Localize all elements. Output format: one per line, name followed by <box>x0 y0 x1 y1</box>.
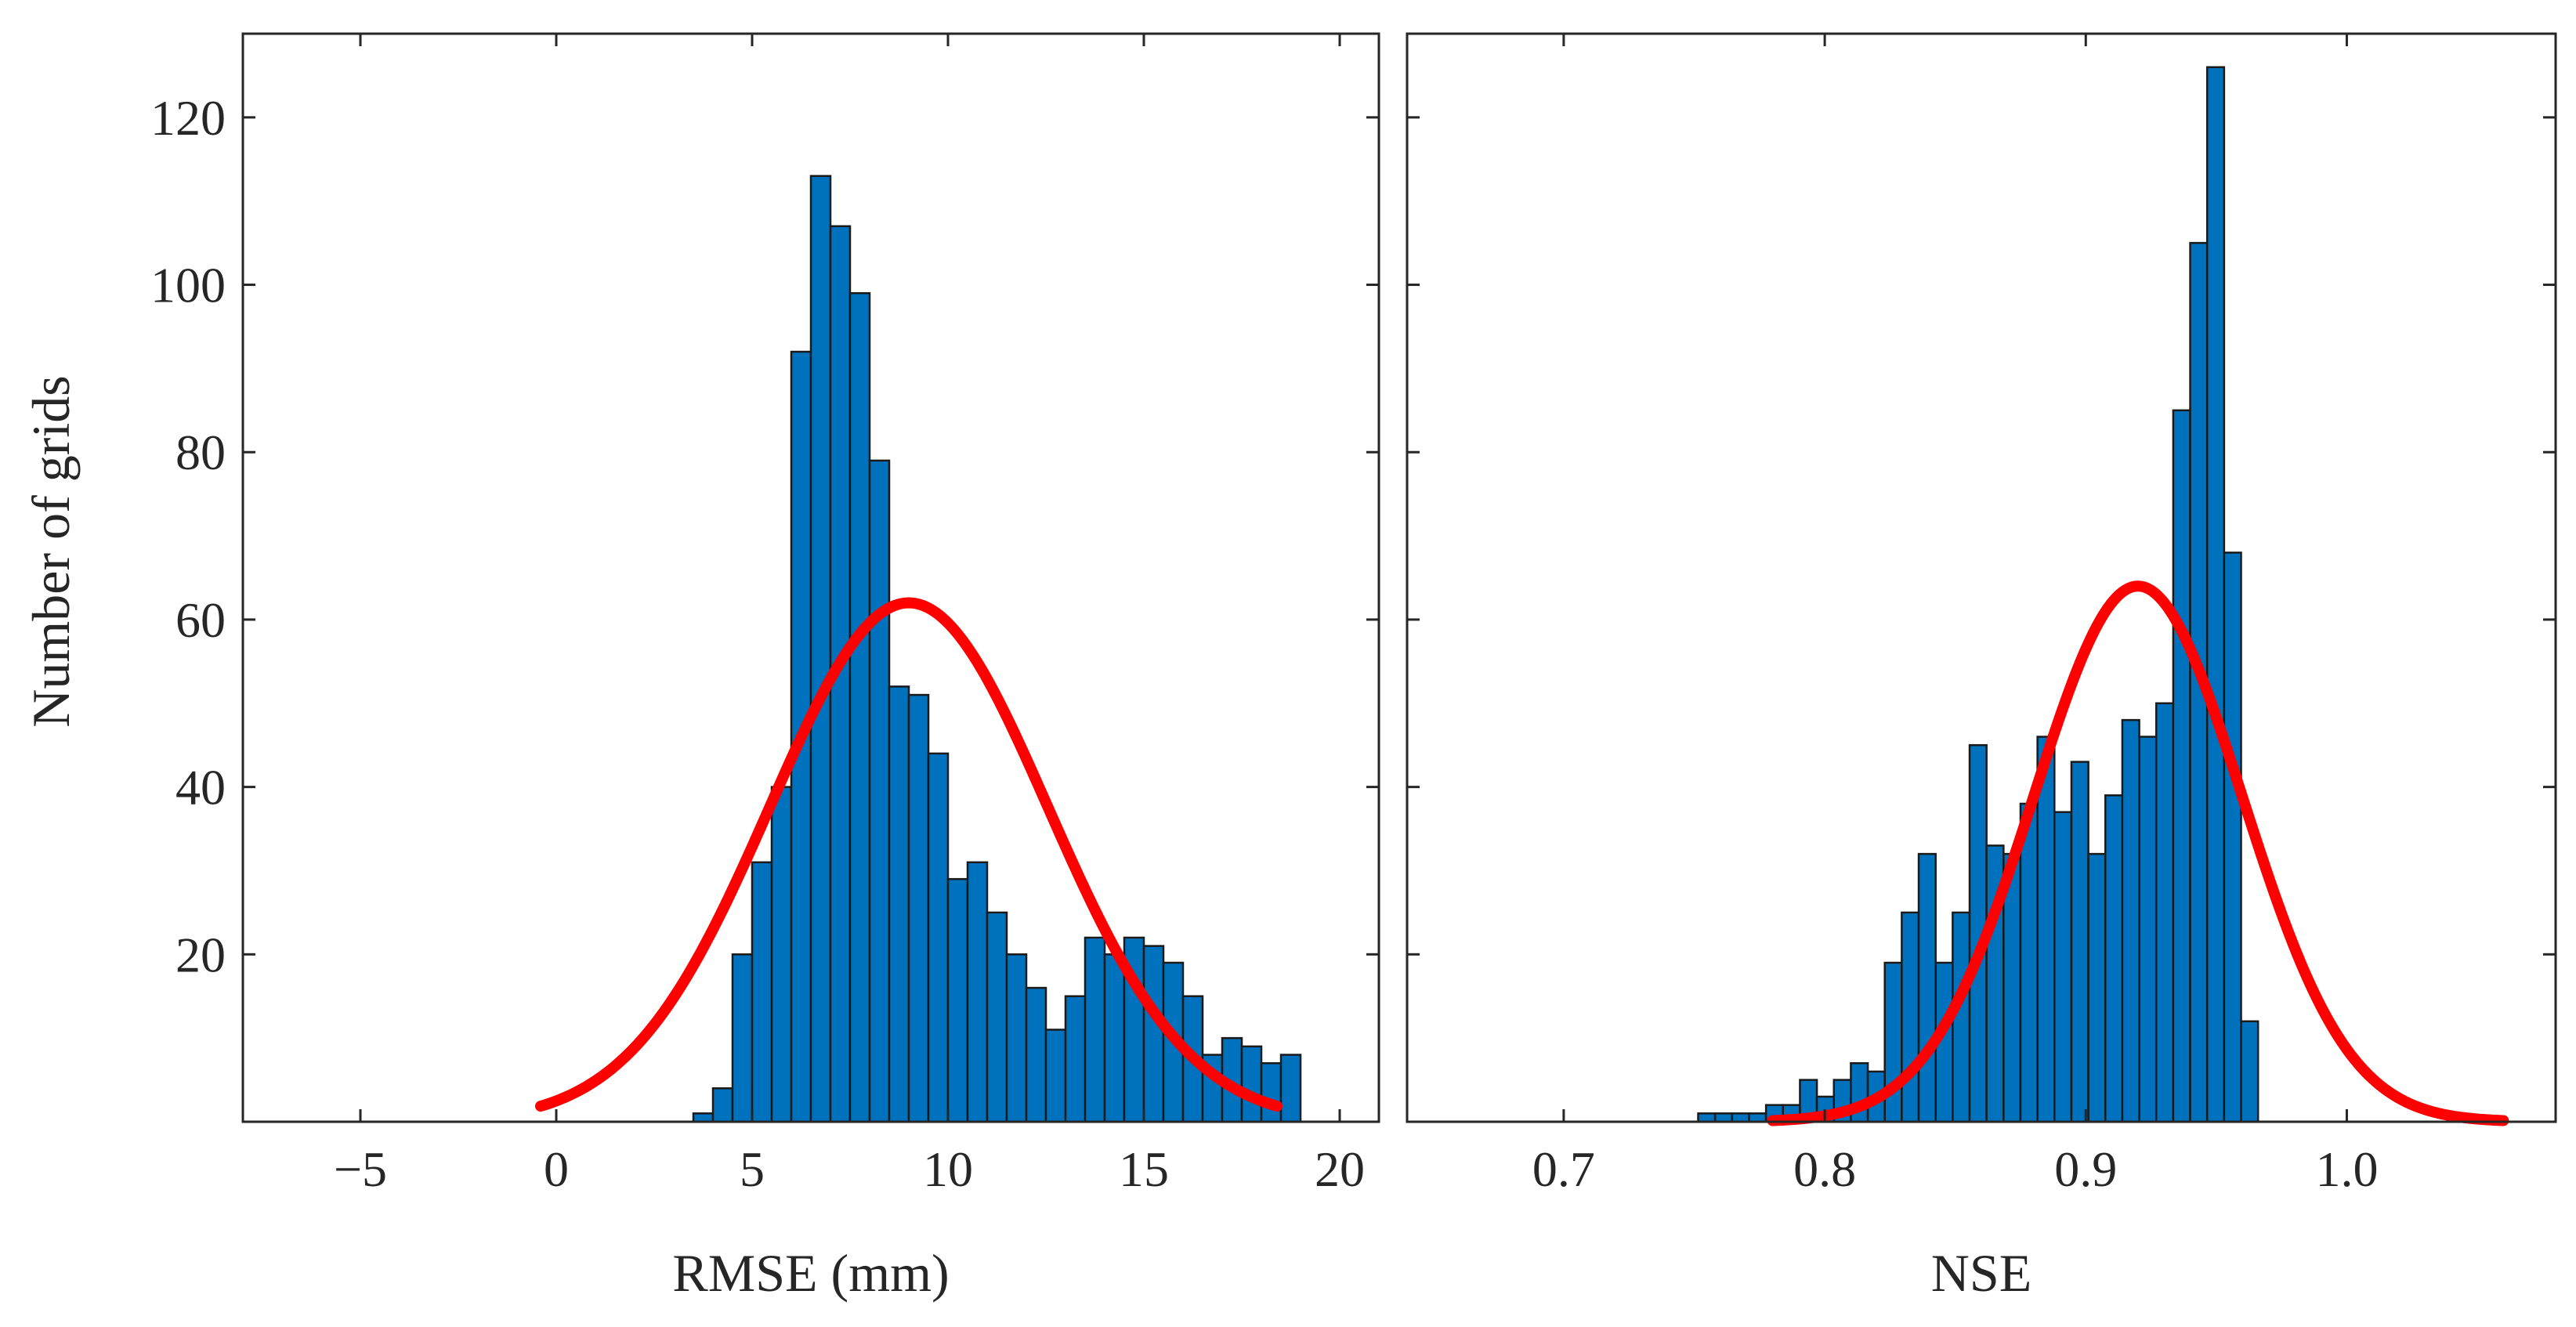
rmse-bar-14 <box>966 861 989 1123</box>
rmse-bar-19 <box>1064 995 1087 1123</box>
nse-bar-32 <box>2240 1020 2259 1123</box>
nse-x-axis-label: NSE <box>1931 1243 2031 1303</box>
ytick-label: 40 <box>175 760 226 815</box>
rmse-bar-10 <box>888 685 910 1123</box>
rmse-axes-frame <box>241 32 1380 1123</box>
rmse-bar-18 <box>1044 1029 1067 1123</box>
rmse-xtick-label: 10 <box>923 1141 973 1197</box>
rmse-xtick-label: −5 <box>334 1141 387 1197</box>
nse-bar-30 <box>2205 66 2226 1123</box>
rmse-bar-29 <box>1260 1061 1283 1123</box>
nse-bar-3 <box>1748 1112 1767 1123</box>
nse-bar-23 <box>2087 852 2107 1123</box>
rmse-bar-3 <box>751 861 773 1123</box>
rmse-bar-6 <box>809 175 832 1123</box>
rmse-bar-12 <box>927 752 950 1123</box>
ytick-label: 80 <box>175 425 226 480</box>
rmse-xtick-label: 20 <box>1315 1141 1365 1197</box>
ytick-label: 100 <box>150 258 226 313</box>
rmse-bar-17 <box>1025 986 1047 1123</box>
nse-xtick-label: 0.8 <box>1793 1141 1856 1197</box>
rmse-bar-30 <box>1279 1054 1302 1123</box>
rmse-x-axis-label: RMSE (mm) <box>672 1243 949 1303</box>
nse-normal-fit-curve <box>1767 580 2509 1126</box>
y-axis-label: Number of grids <box>21 375 81 727</box>
rmse-xtick-label: 15 <box>1119 1141 1169 1197</box>
rmse-bar-11 <box>907 693 930 1123</box>
nse-xtick-label: 0.9 <box>2054 1141 2117 1197</box>
nse-bar-2 <box>1731 1112 1750 1123</box>
rmse-bar-13 <box>946 877 969 1123</box>
rmse-normal-fit-curve <box>535 597 1283 1112</box>
rmse-xtick-label: 0 <box>544 1141 569 1197</box>
rmse-bar-8 <box>848 291 871 1123</box>
rmse-bar-21 <box>1103 953 1126 1123</box>
nse-bar-12 <box>1901 911 1920 1123</box>
rmse-bar-15 <box>986 911 1008 1123</box>
nse-bar-22 <box>2070 761 2089 1123</box>
nse-bar-21 <box>2053 811 2073 1123</box>
rmse-bar-2 <box>731 953 754 1123</box>
rmse-bar-0 <box>692 1112 715 1123</box>
nse-bar-24 <box>2104 794 2124 1123</box>
nse-axes-frame <box>1406 32 2557 1123</box>
nse-bar-25 <box>2121 718 2140 1123</box>
nse-bar-31 <box>2223 551 2242 1123</box>
rmse-xtick-label: 5 <box>740 1141 765 1197</box>
rmse-bar-20 <box>1084 936 1106 1123</box>
rmse-bars <box>692 175 1302 1123</box>
rmse-bar-28 <box>1240 1045 1263 1123</box>
ytick-label: 120 <box>150 90 226 146</box>
nse-bar-28 <box>2172 409 2191 1123</box>
nse-bar-1 <box>1713 1112 1734 1123</box>
rmse-histogram-panel: −5 0 5 10 15 20 20 40 60 80 100 120 RMSE (mm) <box>150 32 1380 1303</box>
ytick-label: 20 <box>175 927 226 982</box>
nse-bar-27 <box>2155 702 2175 1123</box>
rmse-bar-9 <box>868 459 891 1123</box>
rmse-bar-16 <box>1005 953 1028 1123</box>
nse-xtick-label: 1.0 <box>2315 1141 2378 1197</box>
rmse-bar-4 <box>770 786 793 1123</box>
rmse-bar-1 <box>711 1087 734 1123</box>
nse-bar-19 <box>2019 802 2039 1123</box>
nse-bar-13 <box>1917 852 1937 1123</box>
ytick-label: 60 <box>175 592 226 648</box>
nse-bar-0 <box>1697 1112 1717 1123</box>
rmse-bar-23 <box>1142 945 1165 1123</box>
nse-xtick-label: 0.7 <box>1532 1141 1595 1197</box>
nse-histogram-panel: 0.7 0.8 0.9 1.0 NSE <box>1406 32 2557 1303</box>
nse-bar-26 <box>2138 736 2158 1123</box>
